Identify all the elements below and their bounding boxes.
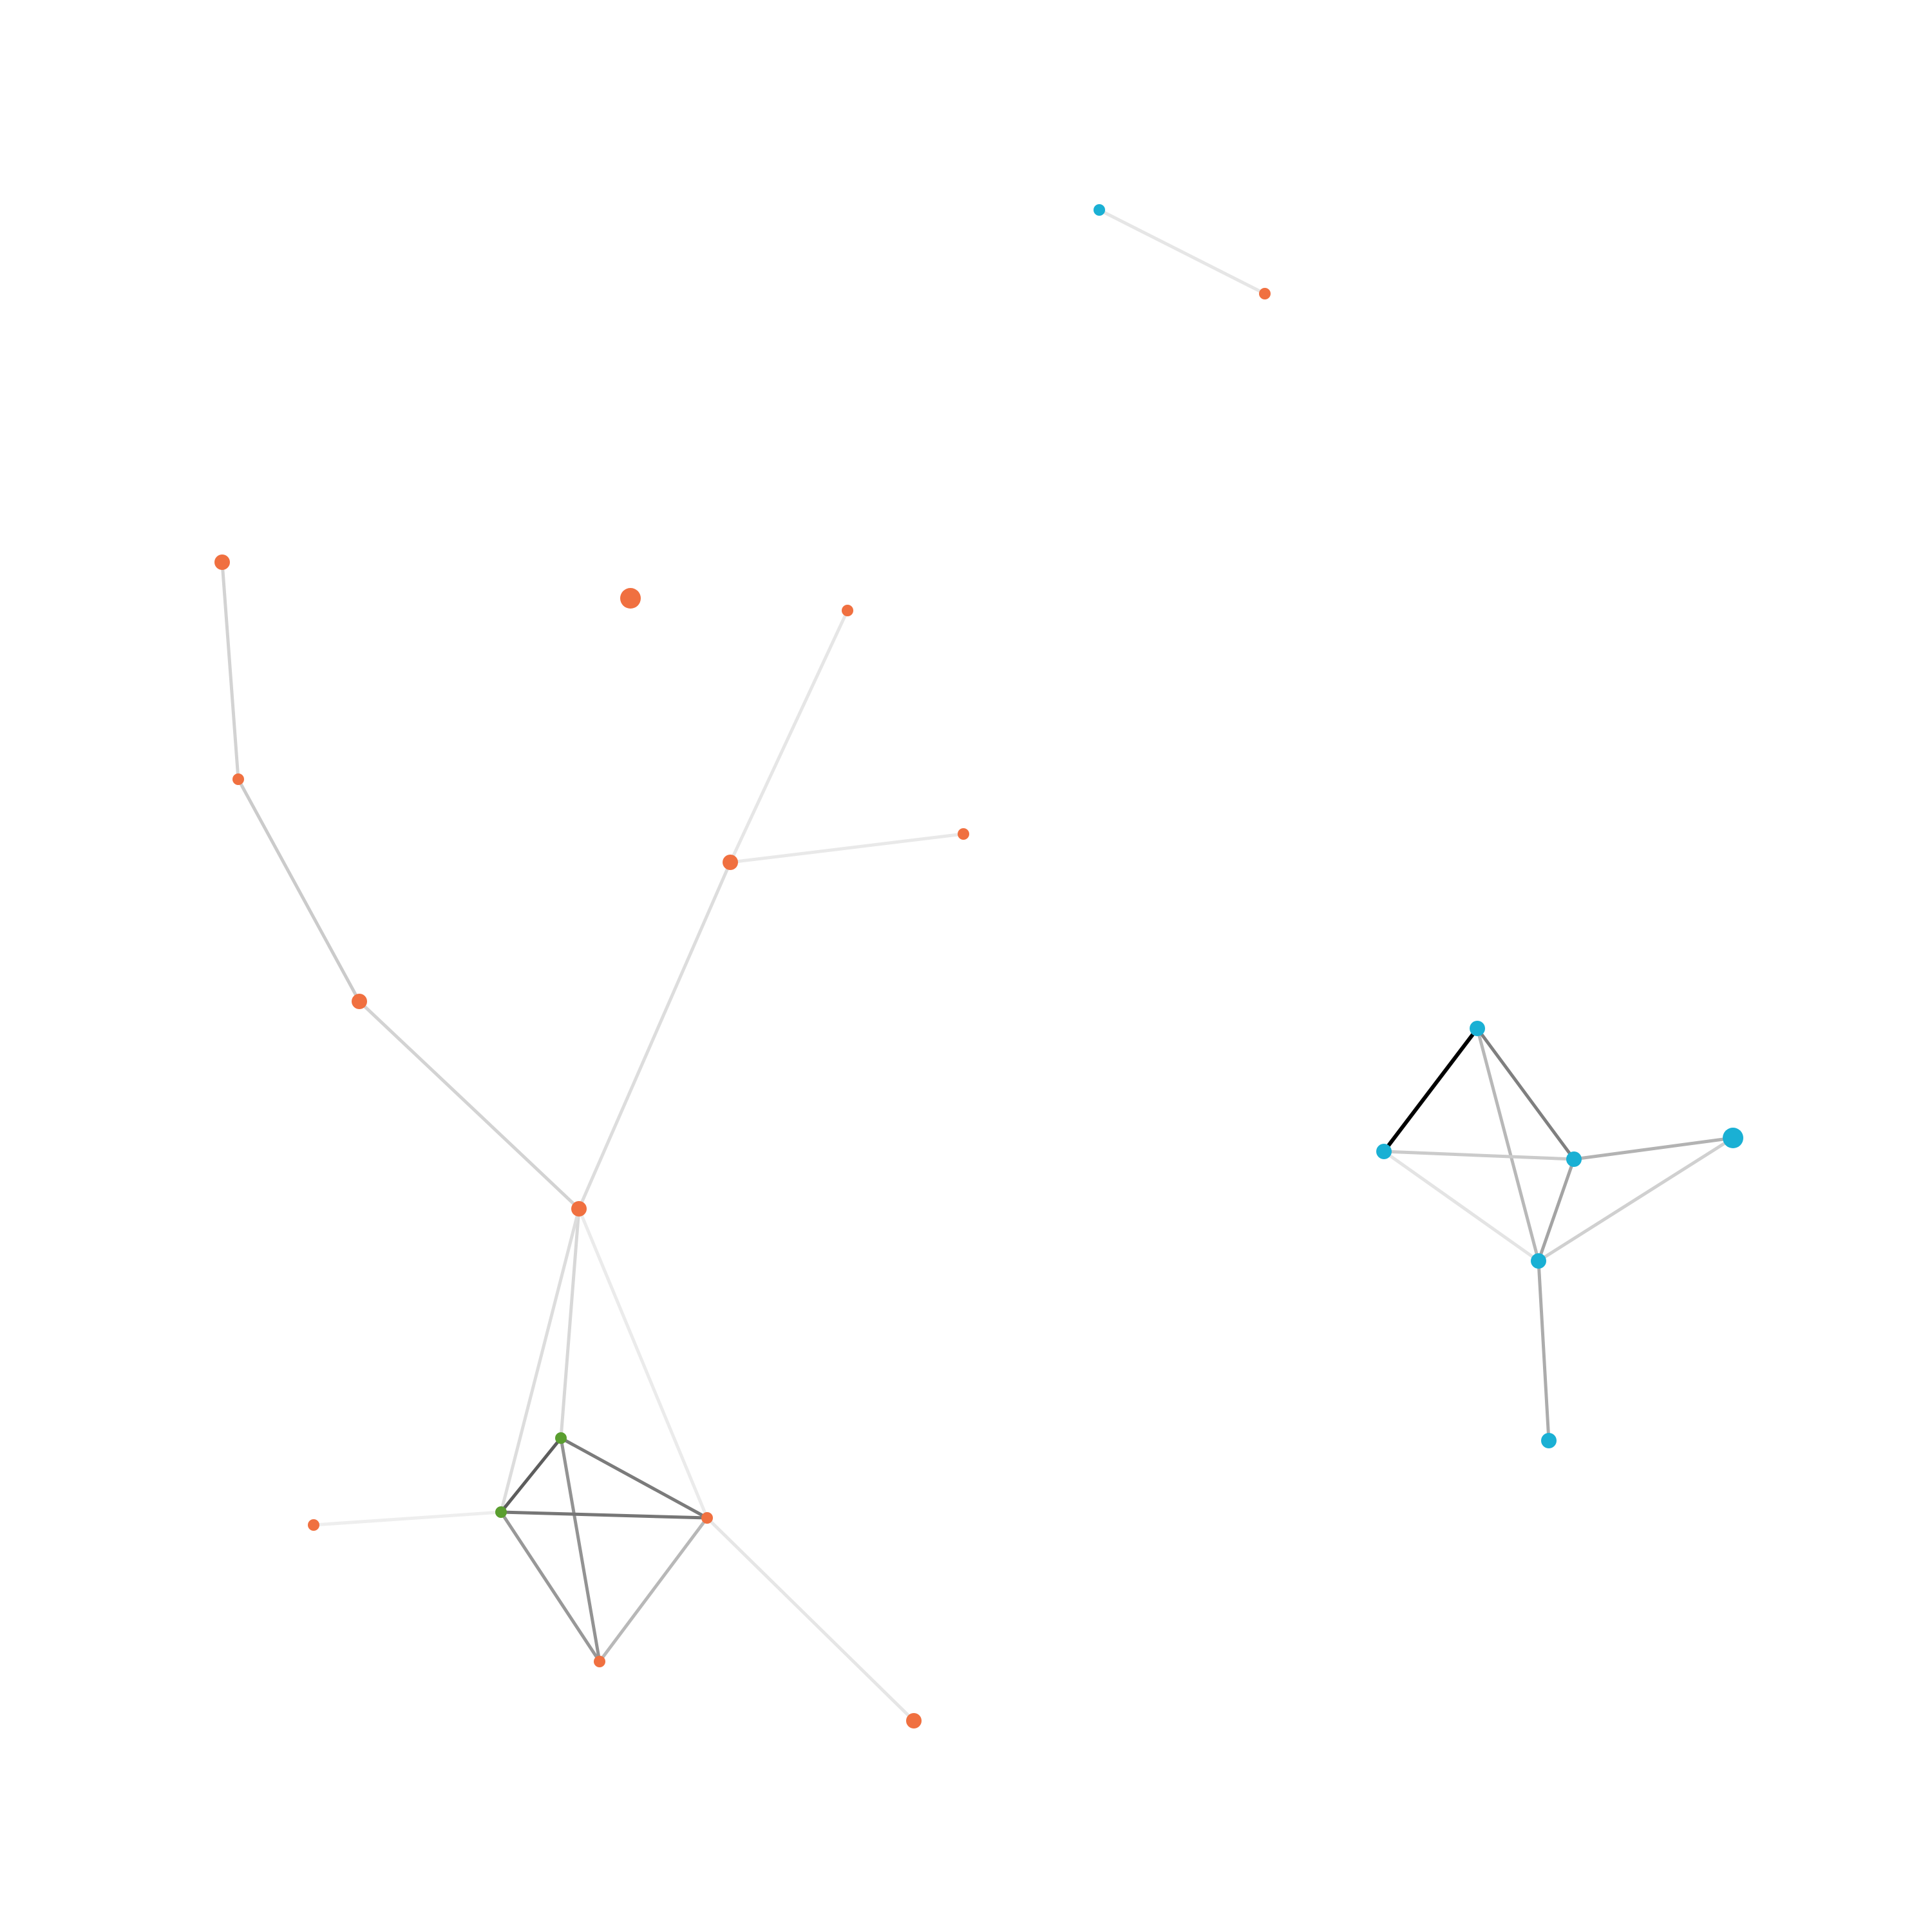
node-n14[interactable] bbox=[906, 1713, 922, 1728]
node-layer bbox=[214, 204, 1743, 1728]
edge-n13-n12 bbox=[598, 1516, 709, 1663]
node-n19[interactable] bbox=[1566, 1151, 1582, 1167]
node-n22[interactable] bbox=[1541, 1433, 1557, 1448]
edge-n9-n13 bbox=[559, 1436, 709, 1520]
edge-n17-n21 bbox=[1475, 1027, 1540, 1263]
edge-n17-n19 bbox=[1475, 1027, 1576, 1161]
node-n16[interactable] bbox=[1259, 288, 1271, 299]
edge-n4-n9 bbox=[559, 1207, 581, 1440]
edge-n4-n13 bbox=[577, 1207, 709, 1520]
edge-n10-n11 bbox=[312, 1510, 503, 1527]
edge-n21-n22 bbox=[1537, 1259, 1551, 1443]
edge-n9-n12 bbox=[559, 1436, 601, 1663]
edge-n7-n6 bbox=[728, 609, 849, 864]
node-n15[interactable] bbox=[1094, 204, 1105, 216]
edge-n4-n10 bbox=[499, 1207, 581, 1514]
node-n20[interactable] bbox=[1723, 1128, 1743, 1148]
edge-n2-n3 bbox=[236, 777, 361, 1003]
edge-n9-n10 bbox=[499, 1436, 563, 1514]
node-n12[interactable] bbox=[594, 1656, 605, 1667]
edge-n10-n12 bbox=[499, 1510, 601, 1663]
edge-n1-n2 bbox=[220, 560, 240, 781]
node-n18[interactable] bbox=[1376, 1144, 1392, 1159]
node-n3[interactable] bbox=[352, 994, 367, 1009]
node-n21[interactable] bbox=[1531, 1253, 1546, 1269]
node-n1[interactable] bbox=[214, 554, 230, 570]
edge-n3-n4 bbox=[357, 999, 581, 1211]
edge-n17-n18 bbox=[1382, 1027, 1479, 1153]
node-n7[interactable] bbox=[723, 855, 738, 870]
edge-n20-n21 bbox=[1537, 1136, 1735, 1263]
node-n6[interactable] bbox=[842, 605, 853, 616]
node-n4[interactable] bbox=[571, 1201, 587, 1217]
edge-n13-n14 bbox=[705, 1516, 916, 1723]
edge-n15-n16 bbox=[1097, 208, 1267, 296]
edge-n7-n8 bbox=[728, 832, 965, 864]
edge-n4-n7 bbox=[577, 860, 732, 1211]
node-n13[interactable] bbox=[701, 1512, 713, 1524]
edge-n18-n19 bbox=[1382, 1150, 1576, 1161]
edge-layer bbox=[220, 208, 1735, 1723]
node-n8[interactable] bbox=[958, 828, 969, 840]
node-n2[interactable] bbox=[232, 773, 244, 785]
node-n5[interactable] bbox=[620, 588, 641, 609]
node-n11[interactable] bbox=[308, 1519, 319, 1531]
node-n10[interactable] bbox=[495, 1506, 507, 1518]
edge-n10-n13 bbox=[499, 1510, 709, 1520]
edge-n19-n21 bbox=[1537, 1157, 1576, 1263]
node-n9[interactable] bbox=[555, 1432, 567, 1444]
edge-n19-n20 bbox=[1572, 1136, 1735, 1161]
node-n17[interactable] bbox=[1470, 1021, 1485, 1036]
edge-n18-n21 bbox=[1382, 1150, 1540, 1263]
